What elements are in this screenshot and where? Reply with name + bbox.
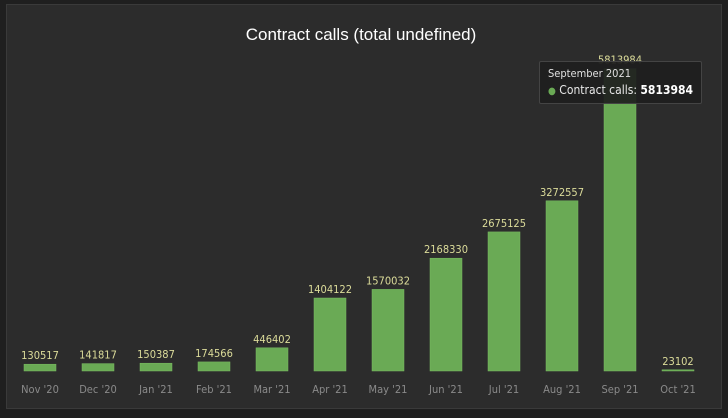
x-tick-label-5: Apr '21 [312,383,348,396]
bar-5[interactable] [313,297,347,372]
x-tick-label-10: Sep '21 [601,383,638,396]
bar-value-label-1: 141817 [79,349,117,362]
tooltip-value: 5813984 [640,83,694,97]
tooltip-row: ● Contract calls: 5813984 [548,83,693,97]
bar-value-label-5: 1404122 [308,283,352,296]
tooltip-series-label: Contract calls: [559,83,637,97]
bar-value-label-9: 3272557 [540,186,584,199]
bar-10[interactable] [603,68,637,372]
chart-title: Contract calls (total undefined) [246,25,477,44]
bar-value-label-6: 1570032 [366,274,410,287]
bar-value-label-2: 150387 [137,348,175,361]
x-axis-tick-labels: Nov '20 Dec '20 Jan '21 Feb '21 Mar '21 Apr '… [21,383,696,396]
bar-4[interactable] [255,347,289,372]
bar-6[interactable] [371,289,405,372]
series-dot-icon: ● [548,86,556,97]
bar-chart: Contract calls (total undefined) 130517 1… [21,25,696,396]
x-tick-label-7: Jun '21 [428,383,463,396]
x-tick-label-1: Dec '20 [79,383,117,396]
x-tick-label-6: May '21 [369,383,408,396]
x-tick-label-8: Jul '21 [488,383,519,396]
bar-2[interactable] [139,362,173,372]
x-tick-label-3: Feb '21 [196,383,232,396]
x-tick-label-2: Jan '21 [138,383,173,396]
bar-9[interactable] [545,200,579,372]
bar-value-label-8: 2675125 [482,217,526,230]
x-tick-label-4: Mar '21 [253,383,290,396]
x-tick-label-9: Aug '21 [543,383,581,396]
chart-panel: Contract calls (total undefined) 130517 1… [6,4,722,409]
bar-11[interactable] [661,369,695,372]
bar-value-label-7: 2168330 [424,243,468,256]
bar-8[interactable] [487,231,521,372]
bar-value-label-3: 174566 [195,347,233,360]
tooltip-header: September 2021 [548,67,632,80]
bars-group [23,68,695,372]
bar-value-label-11: 23102 [662,355,693,368]
x-tick-label-0: Nov '20 [21,383,59,396]
bar-value-label-4: 446402 [253,333,291,346]
bar-0[interactable] [23,363,57,372]
bar-7[interactable] [429,257,463,372]
value-labels-group: 130517 141817 150387 174566 446402 1404122 157… [21,54,694,368]
bar-value-label-0: 130517 [21,349,59,362]
bar-3[interactable] [197,361,231,372]
chart-tooltip: September 2021 ● Contract calls: 5813984 [539,61,703,104]
x-tick-label-11: Oct '21 [660,383,696,396]
bar-1[interactable] [81,363,115,372]
